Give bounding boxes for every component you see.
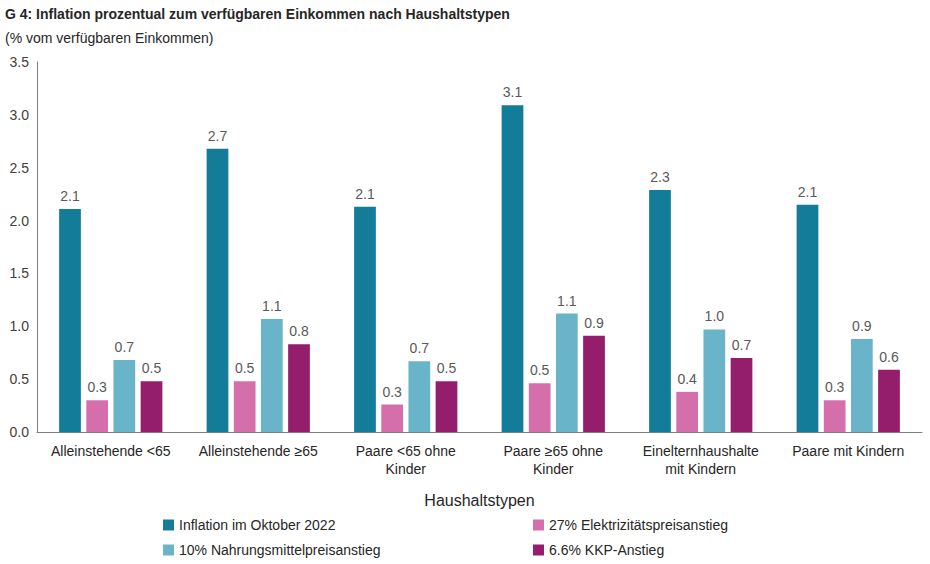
svg-text:27% Elektrizitätspreisanstieg: 27% Elektrizitätspreisanstieg (549, 517, 728, 533)
svg-text:mit Kindern: mit Kindern (665, 461, 736, 477)
svg-text:0.3: 0.3 (382, 384, 402, 400)
svg-text:3.5: 3.5 (10, 54, 30, 70)
svg-text:0.5: 0.5 (437, 360, 457, 376)
svg-text:0.3: 0.3 (825, 379, 845, 395)
svg-text:Alleinstehende ≥65: Alleinstehende ≥65 (199, 443, 318, 459)
svg-text:2.7: 2.7 (208, 128, 228, 144)
svg-text:1.0: 1.0 (10, 318, 30, 334)
svg-text:0.7: 0.7 (115, 339, 135, 355)
svg-text:2.3: 2.3 (650, 169, 670, 185)
svg-text:1.5: 1.5 (10, 265, 30, 281)
svg-text:0.5: 0.5 (235, 360, 255, 376)
svg-text:3.1: 3.1 (503, 84, 523, 100)
svg-text:2.1: 2.1 (60, 188, 80, 204)
svg-text:0.0: 0.0 (10, 424, 30, 440)
svg-text:Paare <65 ohne: Paare <65 ohne (356, 443, 456, 459)
svg-text:3.0: 3.0 (10, 107, 30, 123)
svg-text:1.0: 1.0 (705, 308, 725, 324)
svg-text:Kinder: Kinder (386, 461, 427, 477)
svg-text:1.1: 1.1 (262, 298, 282, 314)
svg-text:0.9: 0.9 (584, 315, 604, 331)
svg-text:0.7: 0.7 (732, 337, 752, 353)
svg-text:Haushaltstypen: Haushaltstypen (424, 492, 534, 509)
svg-text:0.9: 0.9 (852, 318, 872, 334)
svg-text:0.8: 0.8 (289, 323, 309, 339)
svg-text:0.7: 0.7 (410, 340, 430, 356)
svg-text:Alleinstehende <65: Alleinstehende <65 (51, 443, 171, 459)
svg-text:2.5: 2.5 (10, 160, 30, 176)
svg-text:0.5: 0.5 (10, 371, 30, 387)
svg-text:Inflation im Oktober 2022: Inflation im Oktober 2022 (179, 517, 336, 533)
svg-text:10% Nahrungsmittelpreisanstieg: 10% Nahrungsmittelpreisanstieg (179, 542, 381, 558)
svg-text:0.4: 0.4 (677, 371, 697, 387)
svg-text:2.1: 2.1 (355, 186, 375, 202)
svg-text:Paare mit Kindern: Paare mit Kindern (792, 443, 904, 459)
svg-text:Kinder: Kinder (533, 461, 574, 477)
svg-text:2.1: 2.1 (798, 184, 818, 200)
svg-text:0.3: 0.3 (87, 379, 107, 395)
svg-text:Paare ≥65 ohne: Paare ≥65 ohne (503, 443, 603, 459)
svg-text:2.0: 2.0 (10, 213, 30, 229)
svg-text:Einelternhaushalte: Einelternhaushalte (643, 443, 759, 459)
svg-text:0.5: 0.5 (142, 360, 162, 376)
svg-text:(% vom verfügbaren Einkommen): (% vom verfügbaren Einkommen) (5, 30, 214, 46)
svg-text:0.6: 0.6 (879, 349, 899, 365)
svg-text:0.5: 0.5 (530, 362, 550, 378)
svg-text:6.6% KKP-Anstieg: 6.6% KKP-Anstieg (549, 542, 664, 558)
svg-text:1.1: 1.1 (557, 293, 577, 309)
svg-text:G 4: Inflation prozentual zum: G 4: Inflation prozentual zum verfügbare… (5, 6, 510, 22)
